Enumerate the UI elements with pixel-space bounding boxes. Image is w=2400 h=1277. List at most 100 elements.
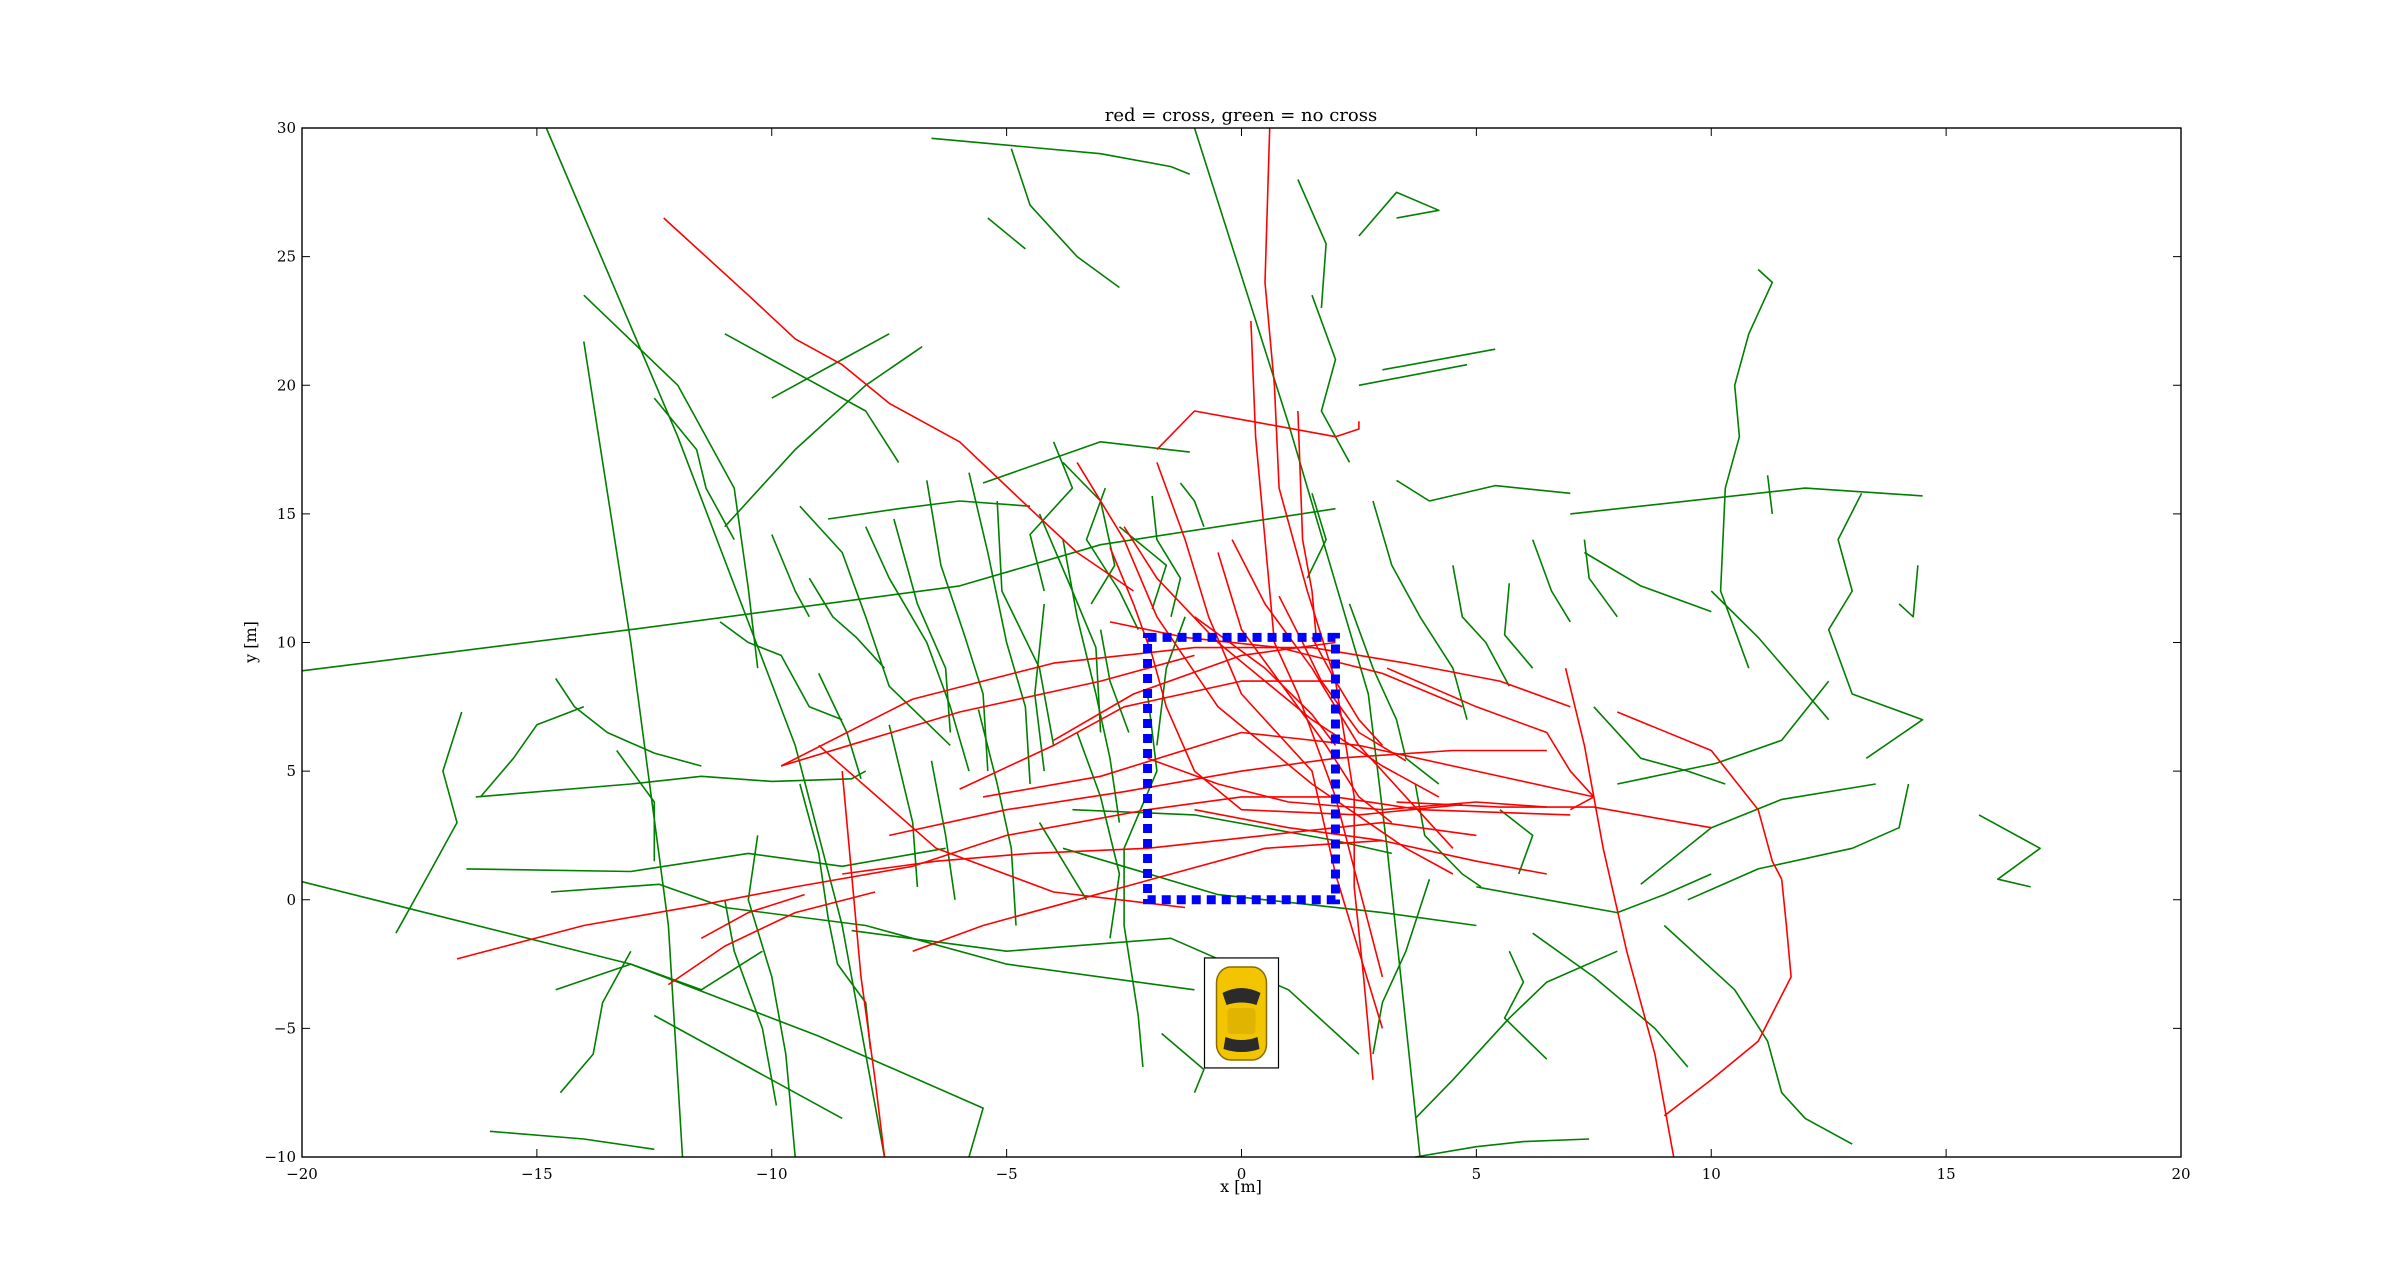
no-cross-trajectory-16	[1719, 268, 1774, 669]
no-cross-trajectory-14	[1382, 348, 1496, 371]
x-tick-label: 15	[1937, 1165, 1956, 1183]
x-axis-label: x [m]	[1220, 1177, 1262, 1196]
no-cross-trajectory-24	[1396, 479, 1571, 502]
no-cross-trajectory-22	[1583, 551, 1712, 613]
cross-trajectory-115	[1297, 410, 1318, 643]
no-cross-trajectory-21	[1583, 539, 1618, 618]
no-cross-trajectory-25	[395, 711, 463, 934]
cross-trajectory-94	[663, 217, 1134, 592]
y-tick-label: 25	[277, 248, 296, 266]
no-cross-trajectory-15	[1358, 363, 1468, 387]
no-cross-trajectory-46	[1038, 513, 1102, 733]
y-tick-label: 10	[277, 634, 296, 652]
no-cross-trajectory-62	[982, 440, 1190, 484]
y-tick-label: 5	[286, 762, 296, 780]
no-cross-trajectory-79	[1531, 539, 1571, 623]
no-cross-trajectory-52	[1038, 822, 1088, 901]
no-cross-trajectory-74	[1348, 603, 1440, 785]
series-layer	[301, 127, 2041, 1158]
no-cross-trajectory-3	[583, 341, 684, 1158]
no-cross-trajectory-7	[1010, 148, 1120, 289]
no-cross-trajectory-89	[1710, 590, 1830, 721]
x-tick-label: −15	[521, 1165, 553, 1183]
no-cross-trajectory-5	[583, 294, 759, 669]
no-cross-trajectory-73	[653, 1014, 843, 1120]
no-cross-trajectory-77	[1452, 565, 1511, 687]
no-cross-trajectory-57	[1062, 461, 1116, 605]
no-cross-trajectory-61	[1179, 482, 1205, 527]
cross-trajectory-128	[1663, 879, 1792, 1117]
no-cross-trajectory-10	[724, 346, 923, 528]
y-tick-label: −10	[264, 1148, 296, 1166]
y-axis-label: y [m]	[241, 621, 260, 664]
cross-trajectory-126	[1564, 668, 1675, 1158]
x-tick-label: 0	[1237, 1165, 1247, 1183]
cross-trajectory-127	[1616, 711, 1783, 880]
no-cross-trajectory-30	[550, 883, 1195, 991]
no-cross-trajectory-32	[559, 950, 632, 1094]
no-cross-trajectory-63	[724, 333, 900, 463]
x-tick-label: 10	[1702, 1165, 1721, 1183]
no-cross-trajectory-2	[545, 127, 886, 1158]
cross-trajectory-101	[700, 893, 805, 940]
cross-trajectory-100	[667, 891, 876, 986]
no-cross-trajectory-33	[489, 1130, 655, 1151]
no-cross-trajectory-76	[1306, 493, 1327, 579]
no-cross-trajectory-58	[1085, 487, 1139, 630]
no-cross-trajectory-56	[1029, 441, 1074, 592]
y-tick-label: 0	[286, 891, 296, 909]
car-layer	[1203, 957, 1280, 1069]
cross-trajectory-125	[1396, 801, 1712, 829]
no-cross-trajectory-75	[1372, 500, 1468, 720]
no-cross-trajectory-28	[475, 770, 867, 798]
no-cross-trajectory-12	[1358, 191, 1440, 237]
no-cross-trajectory-6	[931, 137, 1191, 176]
no-cross-trajectory-39	[799, 505, 951, 746]
no-cross-trajectory-4	[1193, 127, 1421, 1158]
no-cross-trajectory-13	[1297, 179, 1327, 309]
cross-trajectory-123	[1194, 808, 1547, 875]
no-cross-trajectory-37	[724, 899, 778, 1106]
cross-trajectory-122	[1147, 757, 1547, 811]
no-cross-trajectory-84	[1415, 1138, 1590, 1158]
x-tick-label: −5	[996, 1165, 1018, 1183]
no-cross-trajectory-67	[808, 577, 886, 669]
no-cross-trajectory-59	[1118, 526, 1168, 610]
cross-trajectory-112	[1156, 410, 1360, 451]
car-roof	[1227, 1007, 1256, 1034]
no-cross-trajectory-83	[1663, 924, 1853, 1145]
cross-trajectory-120	[1311, 637, 1383, 746]
no-cross-trajectory-80	[1499, 809, 1534, 875]
cross-trajectory-106	[959, 680, 1336, 790]
no-cross-trajectory-71	[851, 929, 1360, 1055]
cross-trajectory-110	[1076, 461, 1454, 875]
no-cross-trajectory-86	[1503, 950, 1548, 1060]
no-cross-trajectory-54	[1099, 629, 1130, 733]
no-cross-trajectory-27	[555, 678, 702, 767]
no-cross-trajectory-88	[1640, 783, 1876, 885]
y-tick-label: 30	[277, 119, 296, 137]
no-cross-trajectory-93	[1593, 706, 1726, 785]
cross-trajectory-107	[1053, 641, 1336, 741]
cross-trajectory-96	[780, 646, 1571, 767]
cross-trajectory-119	[1194, 616, 1337, 746]
car-rear-window	[1223, 1036, 1260, 1052]
no-cross-trajectory-85	[1414, 950, 1618, 1119]
no-cross-trajectory-91	[1372, 878, 1431, 1055]
no-cross-trajectory-19	[1827, 492, 1924, 759]
region-of-interest-rect	[1143, 632, 1340, 905]
no-cross-trajectory-20	[1898, 565, 1919, 618]
x-tick-label: −10	[756, 1165, 788, 1183]
cross-trajectory-104	[982, 731, 1594, 798]
region-layer	[1143, 632, 1340, 905]
y-tick-label: 15	[277, 505, 296, 523]
no-cross-trajectory-31	[555, 950, 763, 991]
no-cross-trajectory-43	[968, 472, 1031, 785]
cross-trajectory-98	[818, 744, 1186, 909]
no-cross-trajectory-17	[1766, 475, 1774, 514]
no-cross-trajectory-66	[719, 621, 843, 721]
y-tick-label: 20	[277, 376, 296, 394]
no-cross-trajectory-40	[864, 526, 970, 772]
no-cross-trajectory-26	[479, 706, 585, 798]
